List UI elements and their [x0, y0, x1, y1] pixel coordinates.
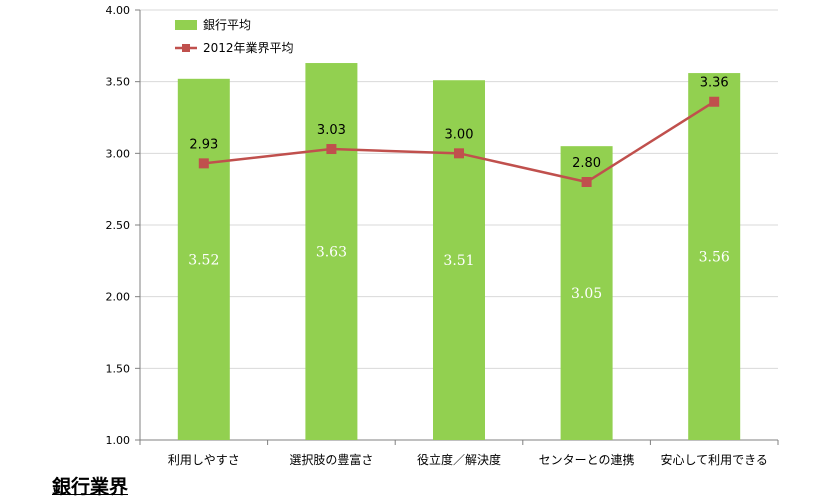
bar [177, 78, 230, 441]
bar-series [177, 63, 741, 441]
bar-value-label: 3.56 [699, 250, 730, 266]
chart: 1.00 1.50 2.00 2.50 3.00 3.50 4.00 利用しやすさ 選択肢の豊富… [106, 4, 779, 467]
line-value-label: 2.93 [189, 137, 218, 152]
bar-value-label: 3.05 [571, 286, 602, 302]
line-value-label: 3.00 [445, 127, 474, 142]
bar [433, 80, 485, 440]
y-tick-label: 1.50 [106, 362, 131, 375]
line-marker [326, 144, 337, 155]
line-marker [454, 148, 464, 159]
legend: 銀行平均 2012年業界平均 [175, 18, 294, 55]
data-labels: 3.52 3.63 3.51 3.05 3.56 2.93 3.03 3.00 2.80 3.36 [188, 76, 730, 302]
x-tick-label: 選択肢の豊富さ [289, 452, 373, 467]
x-tick-label: 役立度／解決度 [417, 452, 501, 467]
y-tick-label: 4.00 [106, 4, 131, 17]
line-marker [198, 158, 209, 169]
y-tick-label: 3.50 [106, 76, 131, 89]
legend-swatch-marker [182, 44, 190, 52]
line-value-label: 3.03 [317, 123, 346, 138]
x-tick-label: 安心して利用できる [660, 452, 767, 467]
line-series [198, 96, 720, 187]
legend-swatch-bar [175, 20, 197, 30]
y-tick-label: 2.50 [106, 219, 131, 232]
bar [305, 63, 358, 441]
line-marker [581, 177, 592, 187]
legend-label-bar: 銀行平均 [203, 18, 251, 32]
bar [560, 146, 613, 440]
bar [688, 73, 741, 441]
y-tick-label: 3.00 [106, 147, 131, 160]
y-tick-label: 2.00 [106, 291, 131, 304]
line-marker [709, 96, 720, 107]
line-value-label: 3.36 [700, 76, 729, 91]
bar-value-label: 3.63 [316, 245, 347, 261]
legend-label-line: 2012年業界平均 [203, 41, 294, 55]
x-tick-label: 利用しやすさ [168, 453, 240, 467]
bar-value-label: 3.52 [188, 252, 219, 268]
bar-value-label: 3.51 [443, 253, 474, 269]
line-value-label: 2.80 [572, 156, 601, 171]
x-tick-label: センターとの連携 [539, 452, 635, 467]
y-tick-label: 1.00 [106, 434, 131, 447]
page-title: 銀行業界 [52, 476, 129, 498]
